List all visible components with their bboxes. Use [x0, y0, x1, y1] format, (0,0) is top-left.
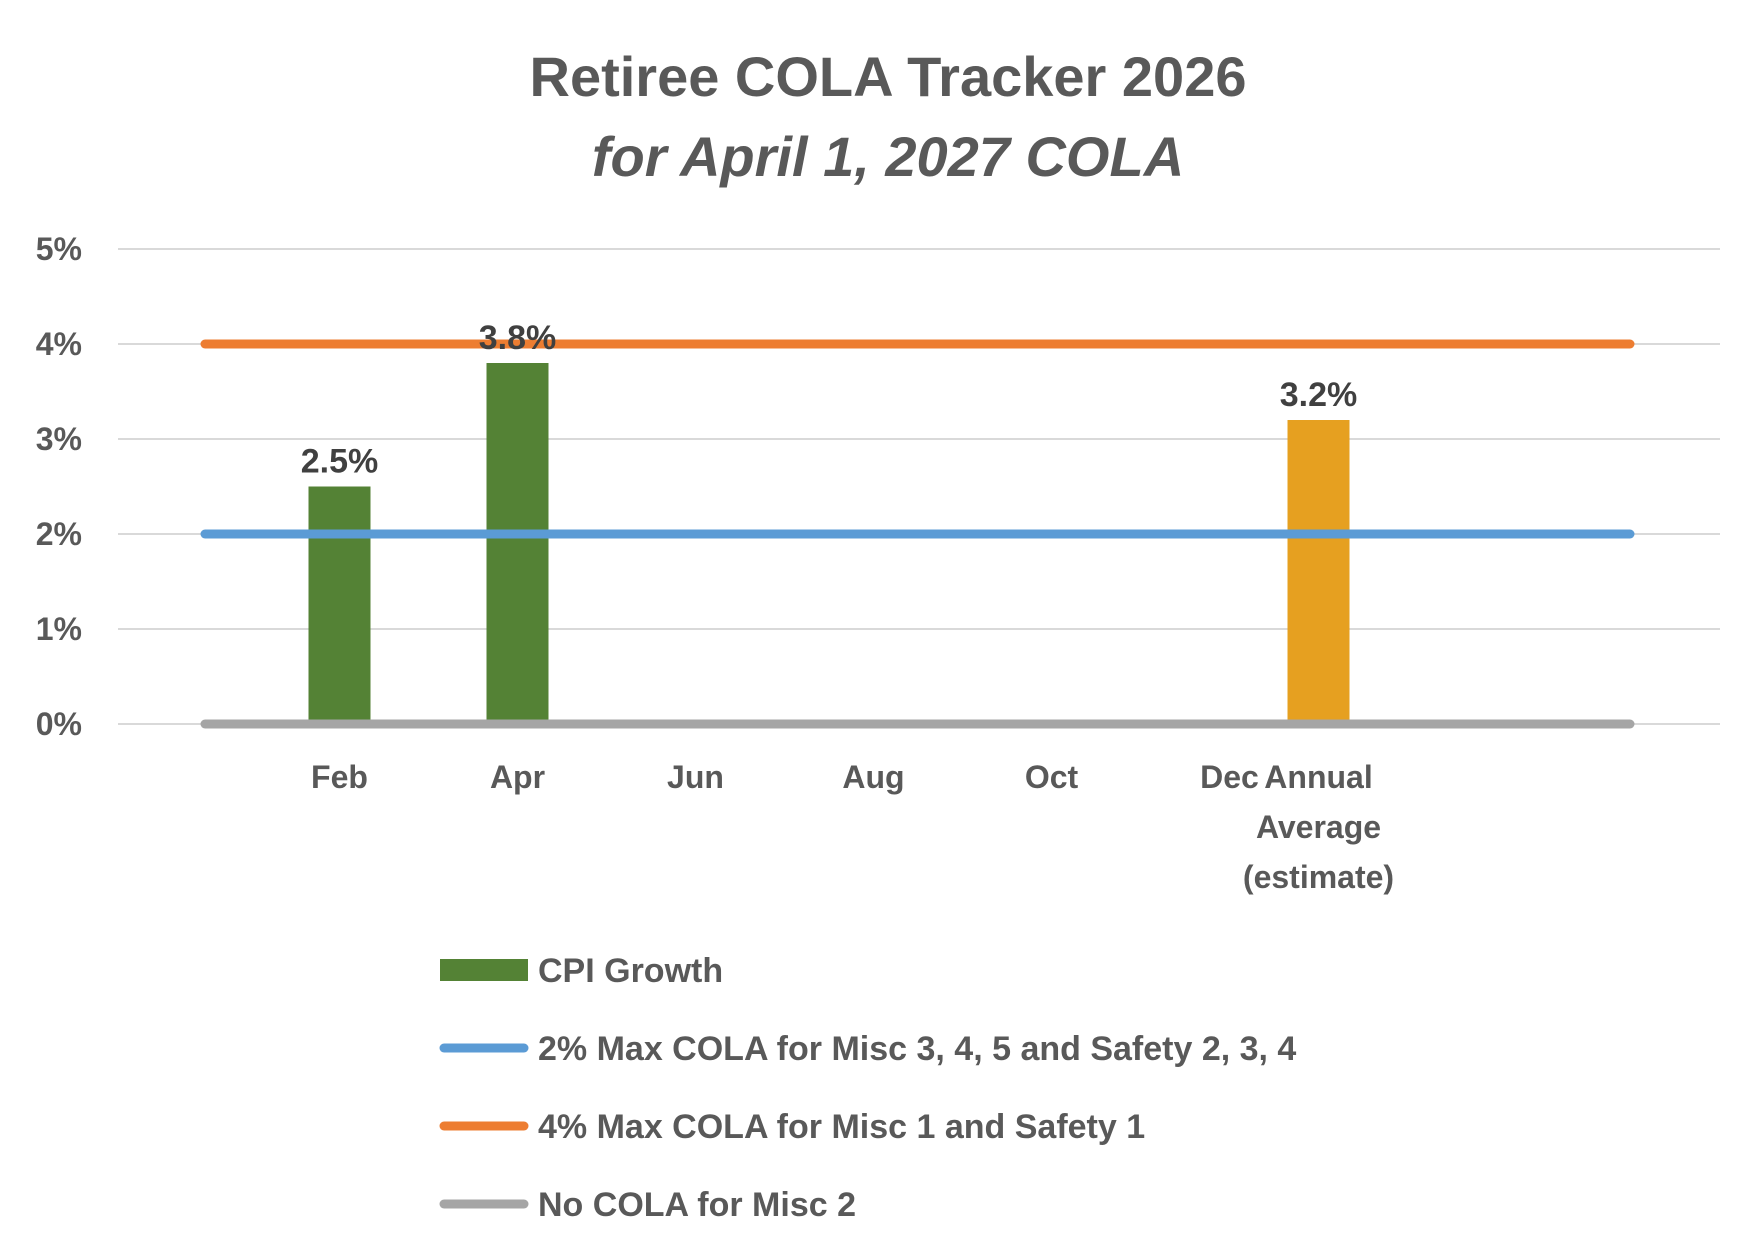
x-tick-label: Aug	[842, 759, 904, 795]
chart-title: Retiree COLA Tracker 2026	[530, 45, 1247, 108]
data-label: 2.5%	[301, 443, 379, 481]
y-axis-ticks: 0% 1% 2% 3% 4% 5%	[36, 231, 82, 742]
y-tick-label: 0%	[36, 706, 82, 742]
legend: CPI Growth 2% Max COLA for Misc 3, 4, 5 a…	[439, 952, 1296, 1224]
bars	[308, 363, 1350, 724]
data-label: 3.2%	[1280, 376, 1358, 414]
legend-label: No COLA for Misc 2	[538, 1186, 856, 1224]
x-tick-label: Annual Average (estimate)	[1243, 759, 1394, 895]
chart-subtitle: for April 1, 2027 COLA	[592, 125, 1184, 188]
y-tick-label: 2%	[36, 516, 82, 552]
x-axis-ticks: Feb Apr Jun Aug Oct Dec Annual Average (estimate…	[311, 759, 1394, 895]
y-tick-label: 3%	[36, 421, 82, 457]
bar	[308, 486, 371, 724]
y-tick-label: 1%	[36, 611, 82, 647]
bar	[486, 363, 549, 724]
legend-label: 2% Max COLA for Misc 3, 4, 5 and Safety …	[538, 1030, 1296, 1068]
data-label: 3.8%	[479, 319, 557, 357]
y-tick-label: 5%	[36, 231, 82, 267]
legend-label: CPI Growth	[538, 952, 723, 990]
reference-lines	[200, 339, 1635, 729]
x-tick-label: Feb	[311, 759, 368, 795]
x-tick-label: Oct	[1025, 759, 1079, 795]
legend-swatch	[440, 959, 528, 981]
x-tick-label: Apr	[490, 759, 545, 795]
data-labels: 2.5% 3.8% 3.2%	[301, 319, 1358, 481]
legend-label: 4% Max COLA for Misc 1 and Safety 1	[538, 1108, 1145, 1146]
bar	[1287, 420, 1350, 724]
y-tick-label: 4%	[36, 326, 82, 362]
x-tick-label: Dec	[1200, 759, 1259, 795]
x-tick-label: Jun	[667, 759, 724, 795]
